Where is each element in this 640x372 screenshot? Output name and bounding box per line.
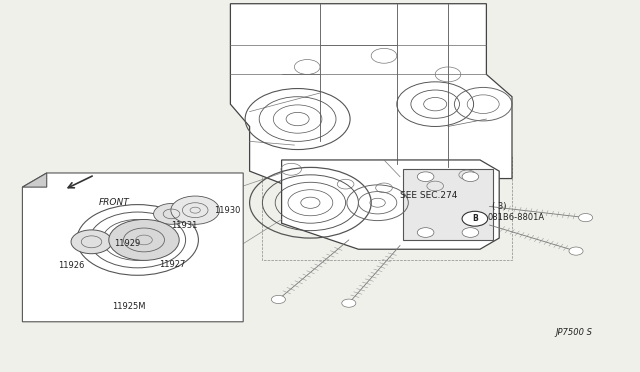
Circle shape [271, 295, 285, 304]
Text: 081B6-8801A: 081B6-8801A [488, 213, 545, 222]
Text: 11930: 11930 [214, 206, 241, 215]
Text: 11926: 11926 [58, 262, 84, 270]
Polygon shape [282, 160, 499, 249]
Circle shape [71, 230, 112, 254]
Circle shape [462, 228, 479, 237]
Circle shape [417, 172, 434, 182]
Text: 11925M: 11925M [112, 302, 145, 311]
Text: FRONT: FRONT [99, 198, 130, 207]
Bar [403, 169, 493, 240]
Text: 11927: 11927 [159, 260, 185, 269]
Polygon shape [22, 173, 47, 187]
Text: JP7500 S: JP7500 S [556, 328, 593, 337]
Text: SEE SEC.274: SEE SEC.274 [400, 191, 458, 200]
Circle shape [569, 247, 583, 255]
Circle shape [417, 228, 434, 237]
Circle shape [462, 172, 479, 182]
Text: ( 3): ( 3) [492, 202, 506, 211]
Polygon shape [230, 4, 512, 193]
Circle shape [154, 203, 189, 224]
Text: 11931: 11931 [172, 221, 198, 230]
Text: 11929: 11929 [114, 239, 140, 248]
Circle shape [462, 211, 488, 226]
Circle shape [579, 214, 593, 222]
Circle shape [109, 219, 179, 260]
Circle shape [31, 288, 45, 296]
Polygon shape [22, 173, 243, 322]
Circle shape [342, 299, 356, 307]
Circle shape [171, 196, 220, 224]
Text: B: B [472, 214, 477, 223]
